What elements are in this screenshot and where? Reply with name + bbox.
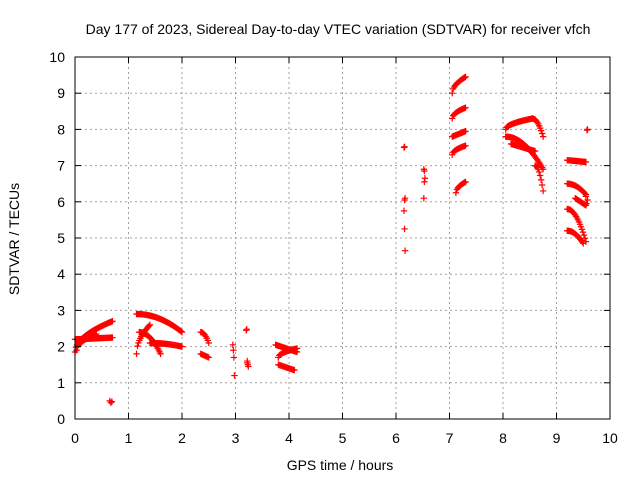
chart-title: Day 177 of 2023, Sidereal Day-to-day VTE… <box>86 21 591 37</box>
y-axis-label: SDTVAR / TECUs <box>6 183 22 295</box>
data-point <box>581 190 589 197</box>
y-tick-label: 0 <box>57 411 65 427</box>
data-point <box>231 372 238 379</box>
y-tick-labels: 0 1 2 3 4 5 6 7 8 9 10 <box>49 49 65 427</box>
data-point <box>581 235 589 242</box>
data-point <box>535 168 543 176</box>
data-point <box>93 330 100 338</box>
data-point <box>421 167 428 175</box>
data-point <box>133 350 140 358</box>
data-point <box>230 354 238 361</box>
data-point <box>531 147 539 155</box>
data-point <box>205 339 212 347</box>
y-tick-label: 8 <box>57 121 65 137</box>
y-tick-label: 1 <box>57 375 65 391</box>
data-point <box>201 331 208 339</box>
data-point <box>243 326 250 333</box>
data-point <box>108 398 116 405</box>
data-point <box>584 196 591 204</box>
data-point <box>462 128 469 135</box>
data-point <box>244 357 251 365</box>
data-point <box>448 90 456 97</box>
x-tick-label: 2 <box>178 430 186 446</box>
data-point <box>157 350 164 358</box>
data-point <box>452 189 460 196</box>
data-point <box>421 178 428 186</box>
data-point <box>178 328 186 336</box>
data-point <box>462 73 469 81</box>
y-tick-label: 4 <box>57 266 65 282</box>
data-point <box>401 143 408 150</box>
x-tick-label: 8 <box>499 430 507 446</box>
data-point <box>580 231 588 239</box>
data-point <box>178 343 186 350</box>
data-point <box>579 228 587 236</box>
data-point <box>538 130 546 137</box>
x-tick-label: 5 <box>339 430 347 446</box>
data-point <box>538 181 546 189</box>
x-tick-label: 0 <box>71 430 79 446</box>
data-point <box>401 247 409 254</box>
data-point <box>581 201 589 208</box>
data-point <box>401 225 408 233</box>
data-point <box>448 115 456 122</box>
x-tick-label: 1 <box>125 430 133 446</box>
y-tick-label: 2 <box>57 339 65 355</box>
data-point <box>462 142 469 149</box>
data-point <box>462 104 469 111</box>
y-tick-label: 10 <box>49 49 65 65</box>
data-point <box>109 334 116 341</box>
data-point <box>537 127 545 134</box>
x-tick-label: 9 <box>553 430 561 446</box>
data-point <box>582 158 590 166</box>
data-point <box>462 178 469 186</box>
data-point <box>401 196 408 204</box>
x-tick-label: 10 <box>602 430 618 446</box>
data-point <box>539 133 547 140</box>
x-tick-label: 6 <box>392 430 400 446</box>
data-point <box>245 363 252 370</box>
data-point <box>534 165 542 173</box>
x-tick-label: 7 <box>446 430 454 446</box>
x-tick-label: 4 <box>285 430 293 446</box>
data-point <box>177 328 185 335</box>
x-tick-labels: 0 1 2 3 4 5 6 7 8 9 10 <box>71 430 618 446</box>
data-points <box>71 73 591 406</box>
y-tick-label: 5 <box>57 230 65 246</box>
y-tick-label: 3 <box>57 302 65 318</box>
y-tick-label: 9 <box>57 85 65 101</box>
data-point <box>73 347 80 354</box>
data-point <box>537 176 545 184</box>
data-point <box>582 193 590 200</box>
data-point <box>584 126 591 133</box>
grid-lines <box>75 57 610 419</box>
data-point <box>146 321 154 329</box>
data-point <box>293 345 301 352</box>
data-point <box>145 322 153 330</box>
data-point <box>134 342 141 350</box>
data-point <box>291 366 298 374</box>
y-tick-label: 6 <box>57 194 65 210</box>
data-point <box>579 238 586 246</box>
data-point <box>420 194 428 202</box>
data-point <box>578 226 586 233</box>
data-point <box>205 354 212 361</box>
data-point <box>107 399 115 406</box>
axis-ticks <box>74 56 611 420</box>
data-point <box>539 187 547 195</box>
x-tick-label: 3 <box>232 430 240 446</box>
data-point <box>230 347 237 354</box>
data-point <box>109 318 116 325</box>
data-point <box>400 207 408 215</box>
data-point <box>583 200 590 207</box>
y-tick-label: 7 <box>57 158 65 174</box>
data-point <box>229 341 237 348</box>
x-axis-label: GPS time / hours <box>287 457 394 473</box>
data-point <box>580 240 587 247</box>
data-point <box>536 172 544 179</box>
